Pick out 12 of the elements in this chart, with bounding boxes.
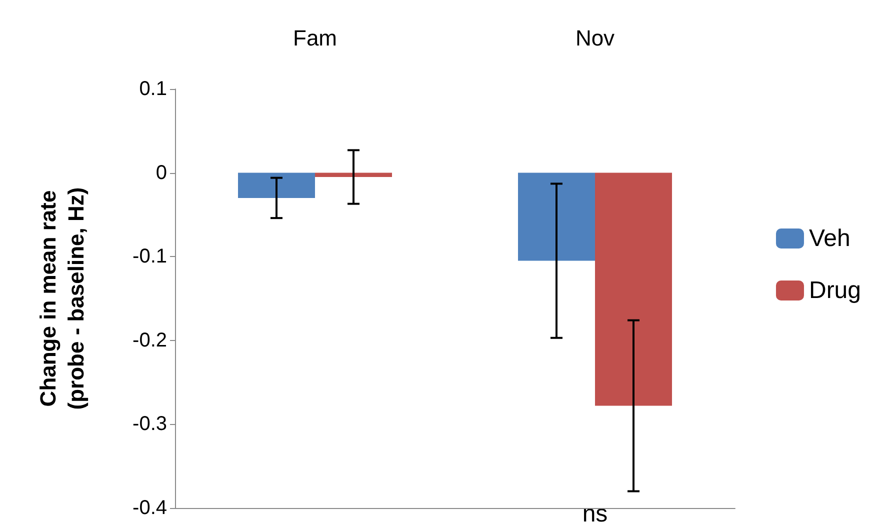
y-tick-label: -0.3 — [132, 413, 167, 436]
y-tick-label: -0.2 — [132, 329, 167, 352]
annotation: ns — [582, 500, 608, 528]
y-tick-label: -0.1 — [132, 246, 167, 268]
legend-label: Drug — [808, 277, 862, 304]
x-tick-label: Fam — [293, 26, 337, 50]
y-tick-label: 0.1 — [139, 78, 167, 100]
y-axis-title: Change in mean rate (probe - baseline, Hz) — [36, 187, 88, 410]
legend-label: Veh — [808, 225, 850, 252]
y-tick-label: 0 — [156, 162, 167, 184]
x-tick-label: Nov — [575, 26, 615, 50]
y-tick-label: -0.4 — [132, 497, 167, 519]
